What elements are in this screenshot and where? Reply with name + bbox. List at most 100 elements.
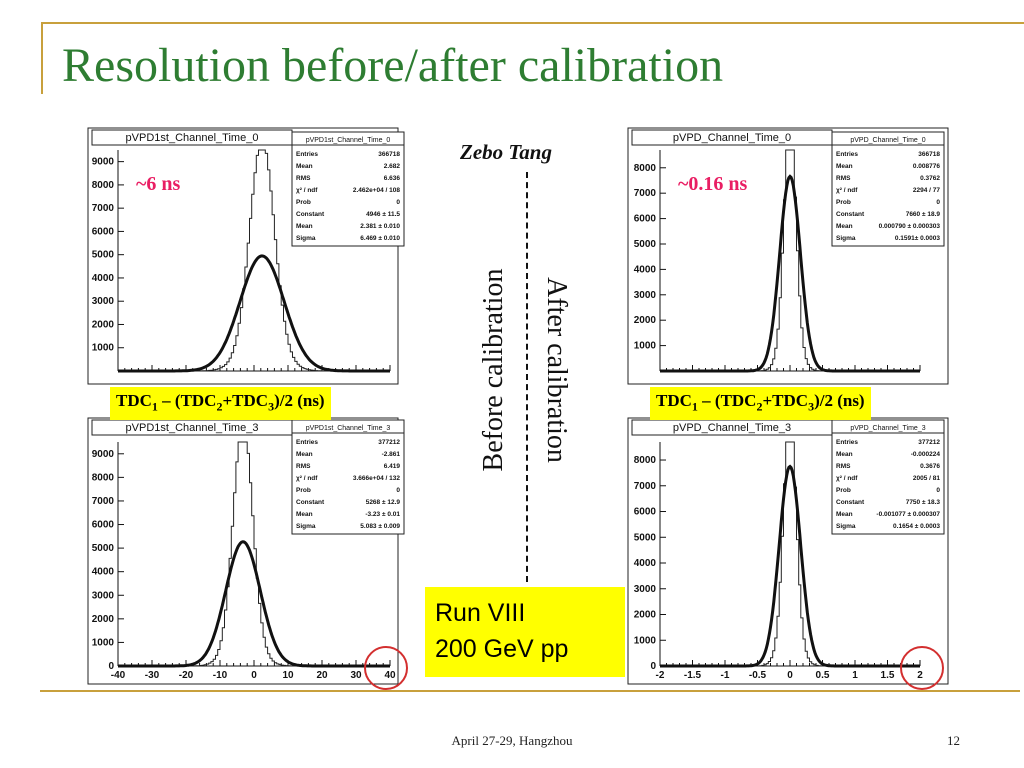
- stats-value: 2005 / 81: [913, 475, 940, 482]
- stats-key: RMS: [296, 463, 311, 470]
- stats-value: 2294 / 77: [913, 187, 940, 194]
- y-tick-label: 7000: [634, 188, 657, 199]
- stats-value: 2.462e+04 / 108: [353, 187, 401, 194]
- y-tick-label: 3000: [92, 590, 115, 601]
- stats-value: 0.1591± 0.0003: [895, 235, 941, 242]
- y-tick-label: 8000: [634, 163, 657, 174]
- y-tick-label: 7000: [92, 496, 115, 507]
- stats-value: 3.666e+04 / 132: [353, 475, 401, 482]
- stats-key: RMS: [836, 463, 851, 470]
- histogram-title: pVPD1st_Channel_Time_3: [126, 422, 259, 434]
- stats-key: Constant: [296, 211, 325, 218]
- stats-key: Sigma: [836, 235, 856, 242]
- y-tick-label: 8000: [634, 455, 657, 466]
- formula-text: TDC: [656, 391, 692, 410]
- x-tick-label: -0.5: [749, 670, 767, 681]
- y-tick-label: 2000: [634, 610, 657, 621]
- stats-value: 0.1654 ± 0.0003: [893, 523, 940, 530]
- stats-key: Entries: [836, 151, 858, 158]
- y-tick-label: 3000: [92, 296, 115, 307]
- stats-value: 0.3676: [920, 463, 940, 470]
- stats-key: Constant: [296, 499, 325, 506]
- histogram-title: pVPD1st_Channel_Time_0: [126, 132, 259, 144]
- stats-value: -3.23 ± 0.01: [365, 511, 400, 518]
- formula-subscript: 2: [216, 399, 223, 414]
- formula-right: TDC1 – (TDC2+TDC3)/2 (ns): [650, 387, 871, 421]
- x-tick-label: -20: [179, 670, 194, 681]
- stats-key: Mean: [296, 223, 313, 230]
- stats-value: 0: [396, 199, 400, 206]
- x-tick-label: -1.5: [684, 670, 702, 681]
- stats-key: χ² / ndf: [836, 475, 858, 482]
- formula-text: – (TDC: [697, 391, 757, 410]
- stats-key: RMS: [836, 175, 851, 182]
- formula-text: )/2 (ns): [814, 391, 865, 410]
- x-tick-label: 30: [350, 670, 362, 681]
- formula-subscript: 3: [268, 399, 275, 414]
- footer-text: April 27-29, Hangzhou: [451, 733, 573, 748]
- author-name: Zebo Tang: [460, 140, 552, 164]
- stats-value: 0.008776: [913, 163, 940, 170]
- x-tick-label: -2: [656, 670, 665, 681]
- histogram-title: pVPD_Channel_Time_0: [673, 132, 791, 144]
- title-rule-horizontal: [41, 22, 1024, 24]
- formula-text: – (TDC: [157, 391, 217, 410]
- y-tick-label: 9000: [92, 449, 115, 460]
- y-tick-label: 5000: [92, 250, 115, 261]
- y-tick-label: 5000: [92, 543, 115, 554]
- y-tick-label: 0: [108, 661, 114, 672]
- stats-key: RMS: [296, 175, 311, 182]
- stats-key: Sigma: [296, 235, 316, 242]
- y-tick-label: 1000: [92, 343, 115, 354]
- page-number: 12: [947, 733, 960, 748]
- stats-value: 4946 ± 11.5: [366, 211, 400, 218]
- x-tick-label: 10: [282, 670, 294, 681]
- stats-key: χ² / ndf: [296, 475, 318, 482]
- stats-title: pVPD1st_Channel_Time_3: [306, 425, 391, 432]
- stats-value: -2.861: [382, 451, 401, 458]
- stats-key: Prob: [836, 487, 851, 494]
- stats-value: 0.3762: [920, 175, 940, 182]
- histogram-panels: pVPD1st_Channel_Time_0100020003000400050…: [87, 127, 949, 685]
- y-tick-label: 0: [650, 661, 656, 672]
- stats-value: 366718: [918, 151, 940, 158]
- y-tick-label: 4000: [634, 558, 657, 569]
- x-tick-label: 0: [787, 670, 793, 681]
- x-tick-label: -40: [111, 670, 126, 681]
- stats-value: 0: [396, 487, 400, 494]
- stats-key: Mean: [296, 451, 313, 458]
- stats-value: 5268 ± 12.9: [366, 499, 401, 506]
- y-tick-label: 2000: [92, 614, 115, 625]
- x-max-circle-left: [364, 646, 408, 690]
- slide-title: Resolution before/after calibration: [62, 39, 724, 92]
- y-tick-label: 5000: [634, 532, 657, 543]
- y-tick-label: 4000: [92, 567, 115, 578]
- run-line-2: 200 GeV pp: [435, 635, 569, 663]
- formula-left: TDC1 – (TDC2+TDC3)/2 (ns): [110, 387, 331, 421]
- resolution-annotation: ~6 ns: [136, 173, 181, 195]
- y-tick-label: 2000: [634, 315, 657, 326]
- stats-value: 0: [936, 487, 940, 494]
- stats-box: [831, 131, 945, 247]
- stats-key: Entries: [296, 151, 318, 158]
- stats-value: 0.000790 ± 0.000303: [879, 223, 941, 230]
- title-rule-vertical: [41, 22, 43, 94]
- stats-value: 5.083 ± 0.009: [360, 523, 400, 530]
- stats-title: pVPD_Channel_Time_0: [850, 137, 925, 144]
- formula-subscript: 1: [691, 399, 698, 414]
- stats-value: 7750 ± 18.3: [906, 499, 941, 506]
- x-max-circle-right: [900, 646, 944, 690]
- run-line-1: Run VIII: [435, 599, 526, 627]
- stats-key: Mean: [836, 163, 853, 170]
- x-tick-label: 0: [251, 670, 257, 681]
- y-tick-label: 6000: [634, 507, 657, 518]
- x-tick-label: -10: [213, 670, 228, 681]
- stats-value: 6.469 ± 0.010: [360, 235, 400, 242]
- stats-key: Constant: [836, 499, 865, 506]
- resolution-annotation: ~0.16 ns: [678, 173, 748, 195]
- stats-key: Entries: [836, 439, 858, 446]
- before-after-divider: [526, 172, 528, 582]
- gaussian-fit-curve: [118, 254, 390, 373]
- y-tick-label: 3000: [634, 584, 657, 595]
- stats-key: Sigma: [836, 523, 856, 530]
